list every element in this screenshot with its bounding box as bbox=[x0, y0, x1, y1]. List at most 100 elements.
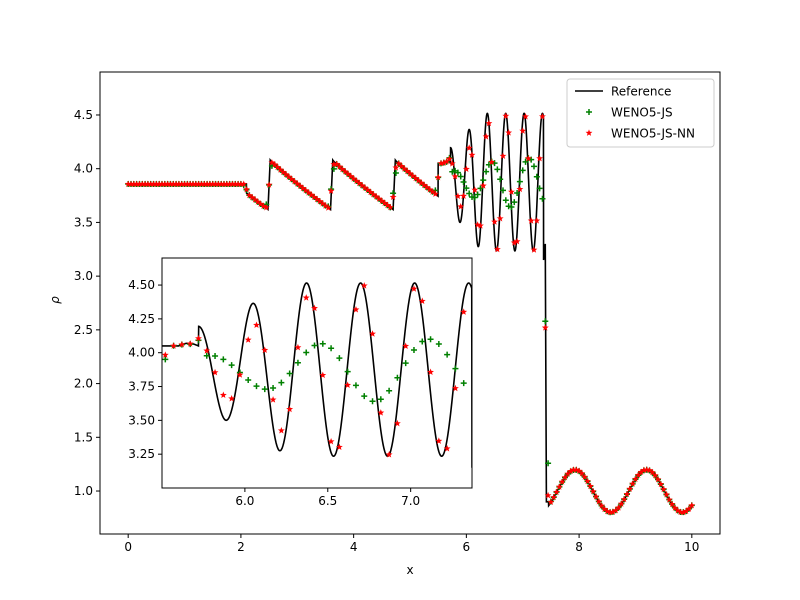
weno5-js-nn-point bbox=[136, 180, 143, 187]
weno5-js-nn-point bbox=[282, 170, 290, 178]
weno5-js-point bbox=[516, 178, 523, 185]
inset-weno5-js-nn-point bbox=[170, 342, 178, 349]
y-tick-label: 3.0 bbox=[74, 269, 93, 283]
y-tick-label: 3.5 bbox=[74, 215, 93, 229]
weno5-js-nn-point bbox=[167, 180, 174, 187]
weno5-js-nn-point bbox=[178, 180, 186, 187]
weno5-js-nn-point bbox=[485, 119, 493, 127]
weno5-js-nn-point bbox=[550, 493, 558, 501]
inset-x-tick-label: 6.0 bbox=[235, 494, 254, 508]
inset-weno5-js-nn-point bbox=[195, 334, 202, 342]
weno5-js-nn-point bbox=[254, 198, 262, 205]
inset-weno5-js-point bbox=[212, 352, 219, 359]
weno5-js-nn-point bbox=[440, 159, 448, 166]
weno5-js-nn-point bbox=[212, 180, 219, 187]
weno5-js-point bbox=[494, 166, 501, 173]
inset-weno5-js-point bbox=[319, 340, 326, 347]
inset-weno5-js-nn-point bbox=[269, 396, 277, 403]
weno5-js-nn-point bbox=[189, 180, 197, 187]
y-tick-label: 4.5 bbox=[74, 108, 93, 122]
inset-weno5-js-point bbox=[386, 387, 393, 394]
weno5-js-nn-point bbox=[547, 498, 555, 506]
weno5-js-nn-point bbox=[654, 475, 662, 483]
weno5-js-nn-point bbox=[581, 473, 589, 480]
weno5-js-nn-point bbox=[175, 180, 183, 187]
weno5-js-point bbox=[519, 167, 526, 174]
weno5-js-nn-point bbox=[519, 127, 527, 134]
weno5-js-nn-point bbox=[260, 202, 267, 210]
inset-weno5-js-point bbox=[419, 338, 426, 345]
weno5-js-nn-point bbox=[437, 159, 445, 167]
inset-weno5-js-point bbox=[444, 351, 451, 358]
weno5-js-nn-point bbox=[541, 324, 549, 331]
weno5-js-nn-point bbox=[406, 169, 414, 177]
weno5-js-point bbox=[485, 161, 492, 168]
weno5-js-nn-point bbox=[671, 504, 679, 511]
weno5-js-nn-point bbox=[623, 490, 631, 498]
weno5-js-nn-point bbox=[426, 185, 434, 193]
weno5-js-nn-point bbox=[322, 202, 329, 209]
weno5-js-point bbox=[508, 203, 515, 210]
weno5-js-nn-point bbox=[539, 112, 546, 120]
inset-weno5-js-nn-markers bbox=[162, 282, 468, 458]
weno5-js-nn-point bbox=[584, 477, 591, 485]
weno5-js-point bbox=[545, 460, 552, 467]
weno5-js-nn-point bbox=[288, 175, 296, 183]
weno5-js-nn-point bbox=[578, 469, 586, 477]
weno5-js-nn-point bbox=[451, 172, 459, 180]
y-tick-label: 1.0 bbox=[74, 484, 93, 498]
weno5-js-nn-point bbox=[626, 485, 634, 492]
weno5-js-nn-point bbox=[344, 170, 352, 177]
y-tick-label: 4.0 bbox=[74, 162, 93, 176]
inset-weno5-js-point bbox=[303, 349, 310, 356]
weno5-js-nn-markers bbox=[124, 112, 696, 516]
weno5-js-nn-point bbox=[454, 192, 462, 200]
weno5-js-nn-point bbox=[429, 188, 436, 195]
weno5-js-nn-point bbox=[502, 112, 510, 119]
inset-y-tick-label: 4.50 bbox=[128, 278, 155, 292]
weno5-js-nn-point bbox=[195, 180, 203, 187]
inset-weno5-js-nn-point bbox=[393, 419, 401, 427]
inset-weno5-js-nn-point bbox=[228, 394, 236, 402]
weno5-js-nn-point bbox=[181, 180, 188, 187]
weno5-js-nn-point bbox=[595, 497, 603, 505]
weno5-js-point bbox=[511, 199, 518, 206]
weno5-js-nn-point bbox=[155, 180, 163, 187]
weno5-js-nn-point bbox=[553, 488, 560, 496]
weno5-js-nn-point bbox=[446, 155, 453, 162]
weno5-js-nn-point bbox=[327, 187, 335, 194]
weno5-js-nn-point bbox=[505, 129, 513, 136]
inset-x-tick-label: 6.5 bbox=[318, 494, 337, 508]
weno5-js-nn-point bbox=[251, 196, 259, 203]
weno5-js-nn-point bbox=[217, 180, 225, 187]
weno5-js-nn-point bbox=[262, 203, 270, 211]
weno5-js-nn-point bbox=[482, 133, 490, 140]
weno5-js-point bbox=[480, 177, 487, 184]
inset-weno5-js-point bbox=[336, 355, 343, 362]
weno5-js-nn-point bbox=[245, 191, 253, 199]
weno5-js-point bbox=[471, 194, 478, 201]
weno5-js-point bbox=[536, 185, 543, 192]
weno5-js-nn-point bbox=[685, 505, 693, 512]
inset-weno5-js-point bbox=[162, 356, 169, 363]
weno5-js-nn-point bbox=[471, 186, 479, 193]
weno5-js-nn-point bbox=[367, 188, 374, 196]
weno5-js-point bbox=[539, 195, 546, 202]
weno5-js-nn-point bbox=[564, 470, 572, 477]
inset-weno5-js-point bbox=[286, 370, 293, 377]
weno5-js-point bbox=[531, 163, 537, 170]
inset-weno5-js-nn-point bbox=[352, 306, 360, 313]
x-tick-label: 8 bbox=[575, 540, 583, 554]
inset-weno5-js-point bbox=[427, 336, 434, 343]
inset-y-tick-label: 3.75 bbox=[128, 380, 155, 394]
weno5-js-nn-point bbox=[350, 175, 358, 182]
weno5-js-nn-point bbox=[158, 180, 166, 187]
weno5-js-nn-point bbox=[305, 189, 312, 196]
inset-weno5-js-point bbox=[410, 347, 417, 354]
weno5-js-nn-point bbox=[285, 173, 293, 180]
weno5-js-point bbox=[502, 197, 509, 204]
weno5-js-nn-point bbox=[620, 495, 628, 503]
inset-weno5-js-nn-point bbox=[402, 342, 410, 349]
weno5-js-nn-point bbox=[302, 186, 310, 194]
weno5-js-point bbox=[392, 169, 399, 176]
